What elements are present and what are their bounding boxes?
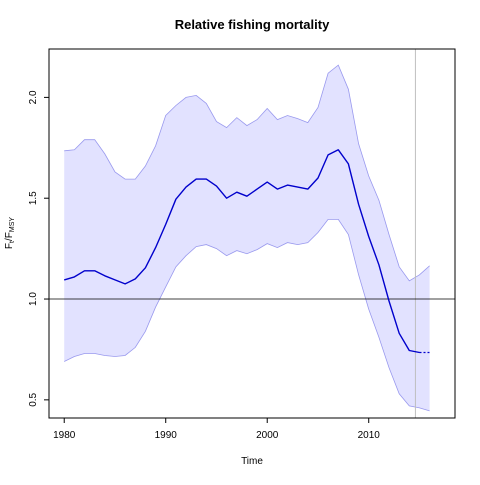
upper-ci-line (64, 64, 430, 282)
plot-frame (48, 48, 456, 419)
y-axis-label: Ft/FMSY (4, 217, 16, 249)
y-tick-label: 1.5 (28, 191, 39, 205)
chart-title: Relative fishing mortality (175, 17, 330, 32)
series-lines-group (64, 149, 430, 354)
reference-lines-group (49, 49, 455, 418)
x-tick-label: 1980 (53, 430, 76, 441)
x-axis-label: Time (241, 456, 263, 467)
y-tick-label: 0.5 (28, 392, 39, 406)
estimate-line (64, 149, 420, 354)
y-tick-label: 1.0 (28, 292, 39, 306)
x-tick-label: 2000 (256, 430, 279, 441)
y-axis-label-base-subscript: t (9, 241, 16, 243)
y-tick-label: 2.0 (28, 90, 39, 104)
x-tick-label: 2010 (358, 430, 381, 441)
y-axis-label-denominator-subscript: MSY (9, 217, 16, 233)
y-axis-label-separator: /F (4, 232, 15, 241)
x-tick-label: 1990 (155, 430, 178, 441)
x-axis: 1980 1990 2000 2010 (53, 418, 380, 441)
y-axis: 0.5 1.0 1.5 2.0 (28, 90, 49, 407)
lower-ci-line (64, 219, 430, 412)
confidence-band (64, 65, 430, 411)
y-axis-label-base: F (4, 243, 15, 249)
confidence-band-group (64, 64, 430, 412)
